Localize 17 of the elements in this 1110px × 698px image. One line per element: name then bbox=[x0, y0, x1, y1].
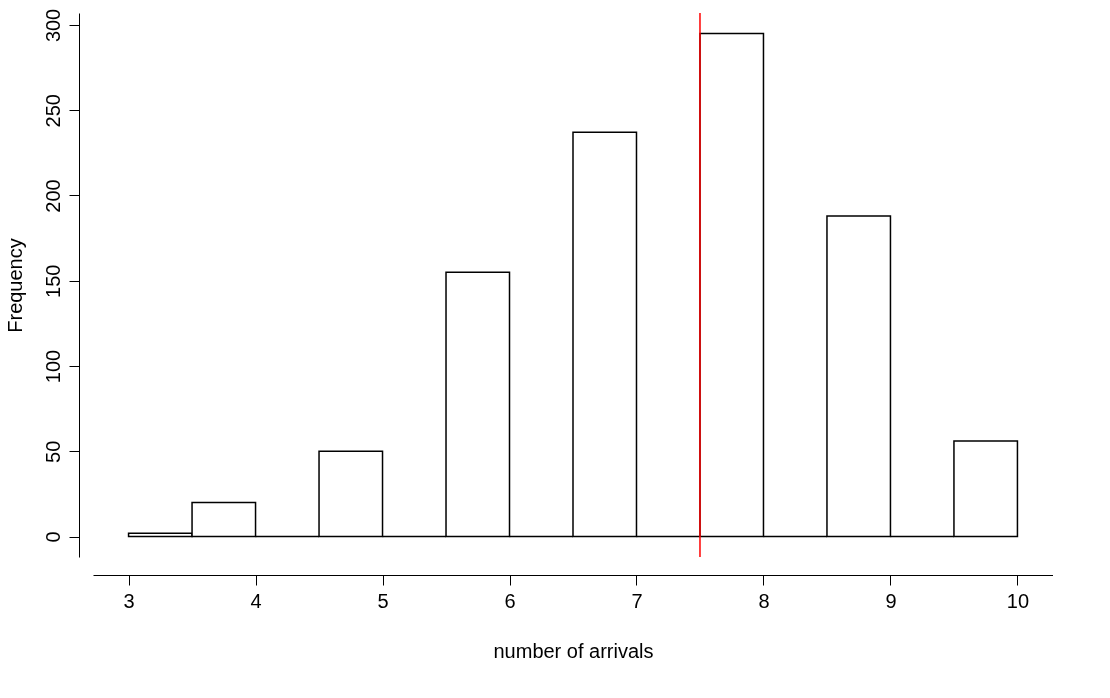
x-tick-label: 5 bbox=[377, 589, 389, 612]
y-tick-label: 300 bbox=[41, 8, 64, 43]
y-tick-label: 200 bbox=[41, 179, 64, 213]
y-tick-label: 100 bbox=[41, 349, 64, 384]
x-tick-label: 7 bbox=[631, 589, 643, 612]
x-tick-label: 10 bbox=[1006, 589, 1030, 612]
y-tick-label: 150 bbox=[41, 264, 64, 298]
x-axis-title: number of arrivals bbox=[493, 639, 654, 662]
y-axis-title: Frequency bbox=[3, 238, 26, 333]
x-tick-label: 6 bbox=[504, 589, 516, 612]
x-tick-label: 4 bbox=[250, 589, 262, 612]
y-tick-label: 50 bbox=[41, 440, 64, 463]
x-tick-label: 3 bbox=[123, 589, 135, 612]
x-tick-label: 9 bbox=[885, 589, 897, 612]
x-tick-label: 8 bbox=[758, 589, 770, 612]
y-tick-label: 0 bbox=[41, 531, 64, 543]
y-tick-label: 250 bbox=[41, 94, 64, 128]
